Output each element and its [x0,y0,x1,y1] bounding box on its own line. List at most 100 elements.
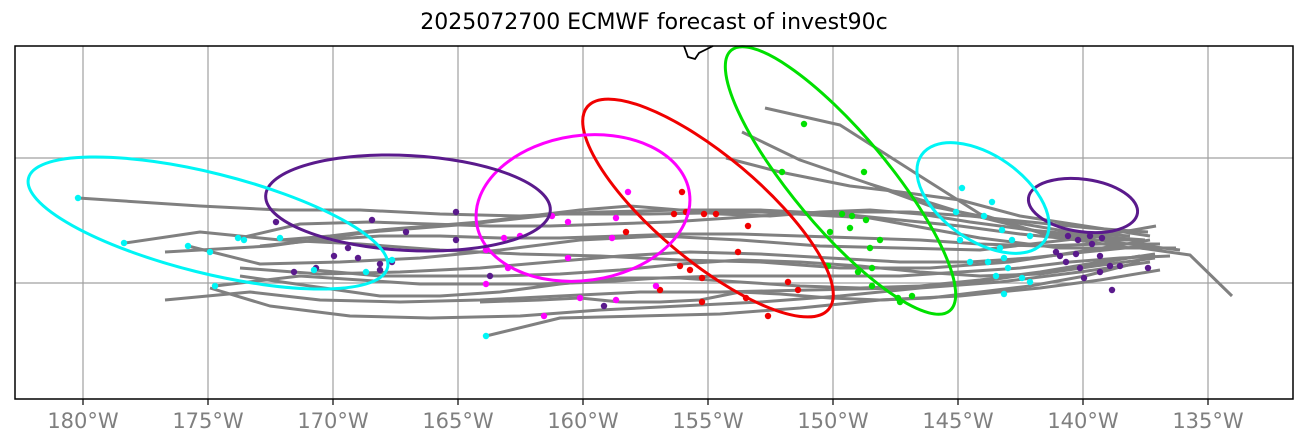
forecast-position-dot [290,268,298,276]
forecast-position-dot [846,224,854,232]
map-title: 2025072700 ECMWF forecast of invest90c [420,10,888,35]
forecast-position-dot [211,282,219,290]
forecast-position-dot [1000,254,1008,262]
forecast-position-dot [1018,274,1026,282]
forecast-position-dot [612,296,620,304]
forecast-position-dot [1026,232,1034,240]
forecast-position-dot [1116,262,1124,270]
forecast-position-dot [540,312,548,320]
forecast-position-dot [362,268,370,276]
forecast-position-dot [74,194,82,202]
ensemble-track [239,210,1149,240]
forecast-position-dot [1074,236,1082,244]
lon-tick-label: 170°W [297,409,369,433]
lon-tick-label: 150°W [797,409,869,433]
uncertainty-ellipse-day3 [723,45,958,316]
forecast-position-dot [838,210,846,218]
forecast-position-dot [1072,250,1080,258]
forecast-position-dot [952,208,960,216]
forecast-position-dot [600,302,608,310]
forecast-position-dot [958,184,966,192]
forecast-position-dot [784,278,792,286]
lon-tick-label: 140°W [1047,409,1119,433]
ensemble-track [279,204,1146,242]
forecast-position-dot [1108,286,1116,294]
forecast-position-dot [652,282,660,290]
forecast-position-dot [272,218,280,226]
forecast-position-dot [622,228,630,236]
uncertainty-ellipse-day4 [581,97,835,319]
forecast-position-dot [206,248,214,256]
ensemble-tracks [77,106,1234,338]
lon-tick-label: 160°W [547,409,619,433]
forecast-position-dot [1004,264,1012,272]
forecast-position-dot [376,260,384,268]
ensemble-track [485,268,1161,338]
forecast-position-dot [794,286,802,294]
ensemble-track [259,232,1160,248]
forecast-position-dot [712,210,720,218]
forecast-position-dot [240,236,248,244]
forecast-position-dot [482,332,490,340]
forecast-position-dot [624,188,632,196]
forecast-position-dot [698,298,706,306]
lon-tick-label: 145°W [922,409,994,433]
forecast-position-dot [670,210,678,218]
uncertainty-ellipses [26,45,1140,319]
forecast-position-dot [700,210,708,218]
forecast-position-dot [868,264,876,272]
forecast-position-dot [698,274,706,282]
forecast-position-dot [402,228,410,236]
lon-tick-label: 175°W [172,409,244,433]
island-coastline [683,45,714,61]
ensemble-track [313,256,1156,278]
forecast-position-dot [876,236,884,244]
ensemble-track [124,230,1151,270]
forecast-position-dot [1008,236,1016,244]
forecast-position-dot [368,216,376,224]
forecast-position-dot [998,226,1006,234]
lon-tick-label: 135°W [1172,409,1244,433]
forecast-position-dot [656,286,664,294]
forecast-position-dot [744,222,752,230]
forecast-position-dot [800,120,808,128]
uncertainty-ellipse-day6 [264,153,552,253]
longitude-axis: 180°W 175°W 170°W 165°W 160°W 155°W 150°W 145°W… [47,399,1244,433]
forecast-position-dot [1062,258,1070,266]
forecast-position-dot [848,212,856,220]
forecast-position-dot [860,168,868,176]
forecast-position-dot [826,228,834,236]
ensemble-track [214,254,1171,288]
forecast-position-dot [564,218,572,226]
forecast-position-dot [1056,252,1064,260]
forecast-position-dot [988,198,996,206]
forecast-position-dot [1076,264,1084,272]
forecast-position-dot [576,294,584,302]
forecast-position-dot [452,208,460,216]
forecast-position-dot [234,234,242,242]
forecast-position-dot [966,258,974,266]
forecast-position-dot [686,266,694,274]
uncertainty-ellipse-day1 [1026,176,1140,235]
ensemble-track [479,260,1141,304]
forecast-position-dot [678,188,686,196]
forecast-position-dot [330,252,338,260]
forecast-position-dot [1064,232,1072,240]
ensemble-track [239,244,1146,276]
forecast-position-dot [276,234,284,242]
forecast-position-dot [310,266,318,274]
forecast-position-dot [980,212,988,220]
forecast-position-dot [452,236,460,244]
forecast-position-dot [1144,264,1152,272]
forecast-position-dot [1000,290,1008,298]
uncertainty-ellipse-day5 [474,133,692,283]
forecast-position-dot [778,168,786,176]
forecast-points [74,120,1152,340]
forecast-position-dot [868,282,876,290]
forecast-position-dot [764,312,772,320]
forecast-position-dot [354,254,362,262]
forecast-position-dot [1026,278,1034,286]
forecast-position-dot [344,244,352,252]
lon-tick-label: 165°W [422,409,494,433]
